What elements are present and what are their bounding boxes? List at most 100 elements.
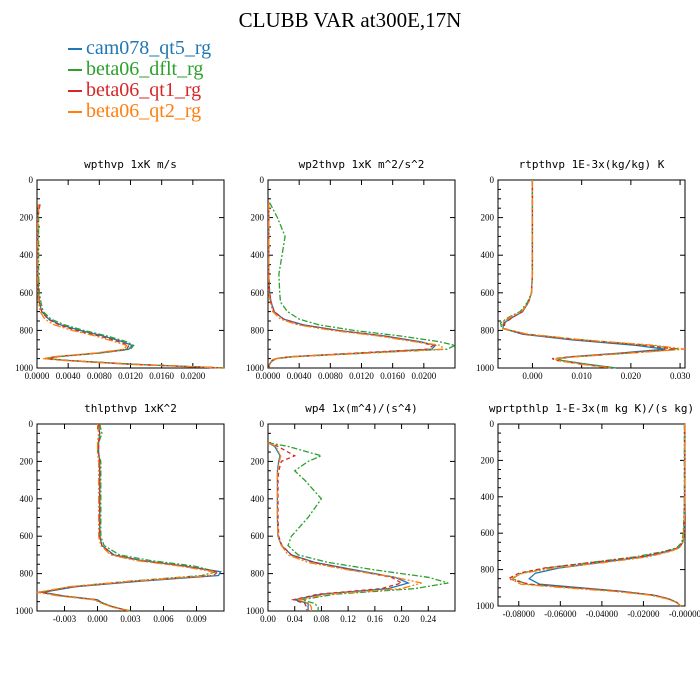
y-tick-label: 200 [251,213,265,223]
series-line-1 [37,204,225,369]
plot-frame [497,423,686,607]
series-line-2 [503,180,676,369]
panel-title: thlpthvp 1xK^2 [84,402,177,415]
x-tick-label: -0.003 [53,614,77,624]
series-line-3 [36,423,215,612]
y-tick-label: 800 [251,569,265,579]
plot-frame [267,423,456,612]
series-line-1 [267,442,449,611]
panel-title: wpthvp 1xK m/s [84,158,177,171]
plot-frame [36,179,225,369]
series-line-1 [40,423,219,612]
y-tick-label: 200 [251,456,265,466]
y-tick-label: 200 [20,213,34,223]
x-tick-label: -0.00000 [669,609,700,619]
x-tick-label: 0.030 [670,371,691,381]
y-tick-label: 600 [251,531,265,541]
y-tick-label: 1000 [246,606,265,616]
legend-swatch [68,48,82,51]
x-tick-label: 0.009 [186,614,207,624]
x-tick-label: 0.08 [314,614,330,624]
y-tick-label: 0 [490,419,495,429]
x-tick-label: -0.08000 [503,609,536,619]
legend-entry-3: beta06_qt2_rg [68,101,211,122]
y-tick-label: 400 [251,494,265,504]
y-tick-label: 200 [481,455,495,465]
panel-title: wp4 1x(m^4)/(s^4) [305,402,418,415]
panel-title: wp2thvp 1xK m^2/s^2 [299,158,425,171]
x-tick-label: 0.000 [522,371,543,381]
x-tick-label: 0.0000 [256,371,281,381]
x-tick-label: 0.003 [120,614,141,624]
series-line-3 [267,442,422,611]
x-tick-label: -0.04000 [586,609,619,619]
y-tick-label: 800 [251,325,265,335]
x-tick-label: -0.06000 [544,609,577,619]
series-line-2 [37,204,225,369]
y-tick-label: 600 [251,288,265,298]
y-tick-label: 800 [481,565,495,575]
x-tick-label: 0.12 [340,614,356,624]
page-title: CLUBB VAR at300E,17N [238,8,462,32]
panel-title: wprtpthlp 1-E-3x(m kg K)/(s kg) [489,402,694,415]
y-tick-label: 800 [20,325,34,335]
y-tick-label: 400 [20,494,34,504]
x-tick-label: 0.0120 [118,371,143,381]
y-tick-label: 200 [20,456,34,466]
x-tick-label: 0.0200 [180,371,205,381]
y-tick-label: 1000 [476,363,495,373]
y-tick-label: 0 [260,419,265,429]
x-tick-label: 0.0080 [318,371,343,381]
y-tick-label: 400 [251,250,265,260]
series-line-3 [37,204,225,369]
x-tick-label: 0.006 [153,614,174,624]
x-tick-label: 0.0160 [380,371,405,381]
legend-swatch [68,90,82,93]
y-tick-label: 0 [490,175,495,185]
series-line-0 [528,424,686,607]
series-line-2 [506,424,686,607]
legend-label: beta06_qt2_rg [86,100,202,122]
x-tick-label: 0.24 [420,614,436,624]
series-line-0 [37,204,225,369]
y-tick-label: 1000 [15,363,34,373]
y-tick-label: 800 [481,325,495,335]
series-line-2 [267,442,404,611]
legend-entry-0: cam078_qt5_rg [68,38,211,59]
legend-swatch [68,111,82,114]
series-line-2 [40,423,221,612]
legend: cam078_qt5_rg beta06_dflt_rg beta06_qt1_… [68,38,211,122]
x-tick-label: 0.000 [87,614,108,624]
x-tick-label: 0.0080 [87,371,112,381]
x-tick-label: 0.0160 [149,371,174,381]
legend-swatch [68,69,82,72]
plot-frame [36,423,225,612]
y-tick-label: 800 [20,569,34,579]
legend-label: beta06_qt1_rg [86,79,202,101]
y-tick-label: 0 [29,419,34,429]
series-line-3 [509,424,686,607]
x-tick-label: 0.20 [394,614,410,624]
legend-label: cam078_qt5_rg [86,37,212,59]
y-tick-label: 400 [481,250,495,260]
y-tick-label: 1000 [15,606,34,616]
series-line-1 [511,424,686,607]
x-tick-label: 0.010 [572,371,593,381]
x-tick-label: -0.02000 [627,609,660,619]
legend-entry-2: beta06_qt1_rg [68,80,211,101]
series-line-3 [501,180,686,369]
legend-label: beta06_dflt_rg [86,58,204,80]
y-tick-label: 600 [20,531,34,541]
plot-frame [267,179,456,369]
y-tick-label: 600 [481,288,495,298]
y-tick-label: 1000 [246,363,265,373]
y-tick-label: 1000 [476,601,495,611]
x-tick-label: 0.0120 [349,371,374,381]
series-line-1 [499,180,681,369]
x-tick-label: 0.04 [287,614,303,624]
x-tick-label: 0.0040 [56,371,81,381]
plot-frame [497,179,686,369]
series-line-0 [267,442,411,611]
series-line-0 [42,423,222,612]
